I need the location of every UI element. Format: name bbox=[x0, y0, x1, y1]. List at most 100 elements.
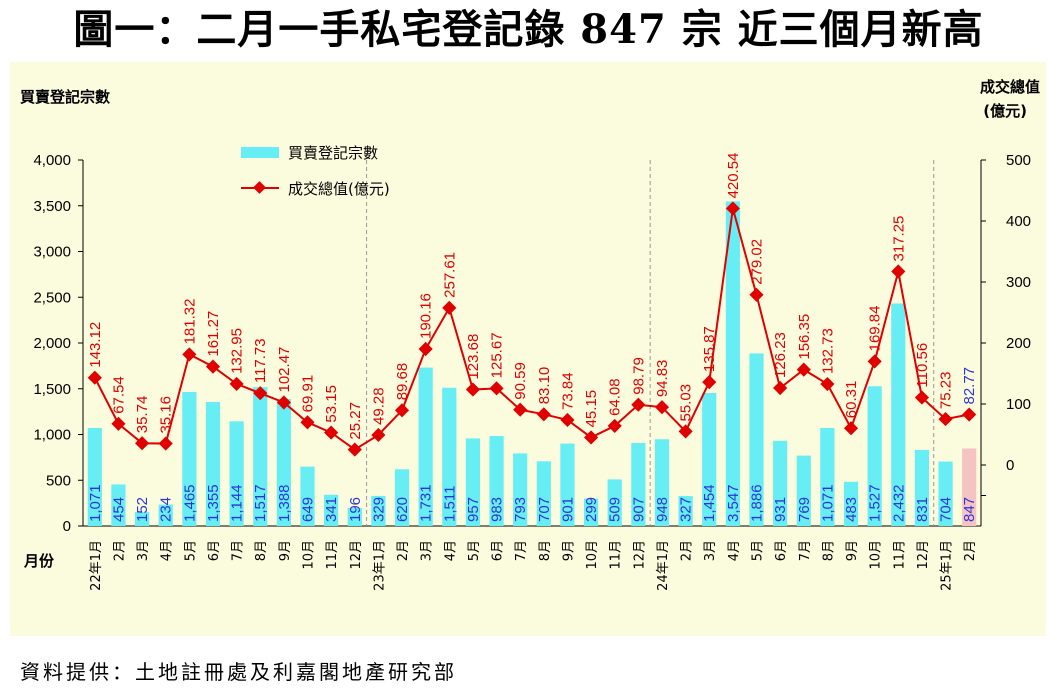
source-note: 資料提供：土地註冊處及利嘉閣地產研究部 bbox=[20, 660, 457, 684]
month-label: 10月 bbox=[585, 540, 600, 570]
month-label: 23年1月 bbox=[372, 540, 387, 591]
month-label: 11月 bbox=[325, 540, 340, 570]
y-tick-label: 0 bbox=[63, 518, 71, 535]
bar-value-label: 831 bbox=[914, 497, 931, 522]
y2-tick-label: 300 bbox=[1006, 274, 1031, 291]
line-value-label: 420.54 bbox=[725, 153, 742, 199]
bar-value-label: 196 bbox=[347, 497, 364, 522]
bar-value-label: 3,547 bbox=[725, 484, 742, 522]
line-point bbox=[867, 354, 882, 369]
bar-value-label: 509 bbox=[607, 497, 624, 522]
month-label: 11月 bbox=[892, 540, 907, 570]
y-tick-label: 2,500 bbox=[33, 289, 71, 306]
line-value-label: 25.27 bbox=[347, 402, 364, 440]
line-point bbox=[914, 390, 929, 405]
bar bbox=[324, 494, 339, 526]
bar bbox=[725, 201, 740, 526]
month-label: 25年1月 bbox=[940, 540, 955, 591]
bar bbox=[678, 496, 693, 526]
line-point bbox=[111, 416, 126, 431]
bar bbox=[229, 421, 244, 526]
line-point bbox=[442, 300, 457, 315]
month-label: 6月 bbox=[491, 540, 506, 561]
chart-panel bbox=[10, 62, 1046, 636]
month-label: 12月 bbox=[349, 540, 364, 570]
month-label: 4月 bbox=[160, 540, 175, 561]
y-tick-label: 3,000 bbox=[33, 244, 71, 261]
line-point bbox=[182, 347, 197, 362]
bar-value-label: 1,517 bbox=[252, 484, 269, 522]
line-point bbox=[820, 376, 835, 392]
bar-value-label: 327 bbox=[678, 497, 695, 522]
month-label: 5月 bbox=[467, 540, 482, 561]
bar-value-label: 152 bbox=[134, 497, 151, 522]
month-label: 2月 bbox=[680, 540, 695, 561]
legend: 買賣登記宗數 成交總值(億元) bbox=[241, 144, 390, 198]
bar-series bbox=[87, 201, 977, 526]
bar bbox=[300, 466, 315, 526]
line-point bbox=[702, 375, 717, 390]
line-point bbox=[418, 341, 433, 357]
bar-value-label: 793 bbox=[512, 497, 529, 522]
month-label: 8月 bbox=[254, 540, 269, 561]
bar bbox=[371, 495, 386, 526]
y2-tick-label: 200 bbox=[1006, 335, 1031, 352]
month-label: 4月 bbox=[727, 540, 742, 561]
month-label: 3月 bbox=[420, 540, 435, 561]
month-label: 2月 bbox=[112, 540, 127, 561]
line-value-label: 143.12 bbox=[87, 322, 104, 368]
line-value-label: 94.83 bbox=[654, 360, 671, 398]
line-point bbox=[324, 425, 339, 440]
line-point bbox=[843, 421, 859, 436]
line-value-label: 67.54 bbox=[110, 376, 127, 414]
line-series bbox=[87, 201, 977, 457]
line-value-label: 64.08 bbox=[607, 378, 624, 416]
bar-value-label: 907 bbox=[630, 497, 647, 522]
line-value-label: 126.23 bbox=[772, 332, 789, 378]
y2-tick-label: 400 bbox=[1006, 213, 1031, 230]
month-label: 5月 bbox=[183, 540, 198, 561]
line-point bbox=[489, 381, 504, 396]
bar-value-label: 1,511 bbox=[441, 486, 458, 522]
bar-value-label: 341 bbox=[323, 497, 340, 522]
line-value-label: 98.79 bbox=[630, 357, 647, 395]
bar bbox=[111, 484, 126, 526]
bar bbox=[891, 303, 906, 526]
legend-line-marker bbox=[253, 181, 266, 194]
bar bbox=[465, 438, 481, 526]
bar-value-label: 483 bbox=[843, 497, 860, 522]
bar bbox=[158, 504, 173, 526]
line-value-label: 132.95 bbox=[229, 328, 246, 374]
line-value-label: 75.23 bbox=[938, 372, 955, 410]
month-label: 9月 bbox=[561, 540, 576, 561]
month-label: 12月 bbox=[916, 540, 931, 570]
bar-value-label: 1,071 bbox=[87, 484, 104, 522]
y2-tick-label: 100 bbox=[1006, 396, 1031, 413]
line-point bbox=[158, 436, 173, 451]
bar bbox=[87, 428, 102, 526]
bar-value-label: 769 bbox=[796, 497, 813, 522]
month-label: 2月 bbox=[963, 540, 978, 561]
bar bbox=[607, 479, 622, 526]
bar-value-label: 957 bbox=[465, 497, 482, 522]
y2-axis-unit: (億元) bbox=[983, 102, 1027, 120]
bar bbox=[583, 498, 599, 526]
bar bbox=[773, 440, 788, 526]
line-point bbox=[796, 362, 811, 377]
month-label: 7月 bbox=[798, 540, 813, 561]
bar-value-label: 649 bbox=[300, 497, 317, 522]
month-label: 6月 bbox=[774, 540, 789, 561]
bar-value-label: 707 bbox=[536, 497, 553, 522]
line-value-label: 110.56 bbox=[914, 343, 931, 388]
line-value-label: 132.73 bbox=[819, 328, 836, 374]
bar-value-label: 931 bbox=[772, 497, 789, 522]
bar-value-label: 1,731 bbox=[418, 484, 435, 522]
line-value-label: 69.91 bbox=[300, 375, 317, 413]
line-value-label: 135.87 bbox=[701, 326, 718, 372]
line-value-label: 117.73 bbox=[252, 338, 269, 383]
line-value-label: 125.67 bbox=[489, 332, 506, 378]
bar bbox=[276, 398, 291, 526]
line-point bbox=[725, 201, 740, 216]
month-label: 24年1月 bbox=[656, 540, 671, 591]
bar-value-label: 1,355 bbox=[205, 484, 222, 522]
